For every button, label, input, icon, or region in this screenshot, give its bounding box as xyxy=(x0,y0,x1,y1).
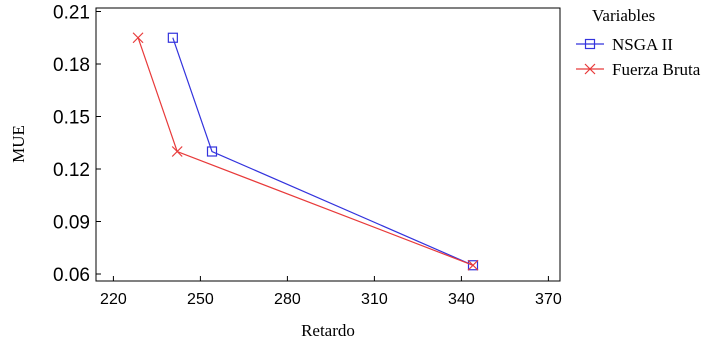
x-tick-label: 370 xyxy=(535,291,562,308)
y-tick-label: 0.06 xyxy=(53,265,90,286)
legend-item: NSGA II xyxy=(576,35,673,54)
data-point xyxy=(167,32,178,43)
y-tick-label: 0.18 xyxy=(53,55,90,76)
data-point xyxy=(132,32,144,44)
y-axis: 0.06 0.09 0.12 0.15 0.18 0.21 xyxy=(53,3,101,286)
y-axis-label: MUE xyxy=(9,125,28,163)
series-1 xyxy=(132,32,479,271)
data-point xyxy=(171,146,183,157)
legend-item: Fuerza Bruta xyxy=(576,60,701,79)
y-tick-label: 0.15 xyxy=(53,108,90,129)
x-tick-label: 310 xyxy=(361,291,388,308)
series-line xyxy=(137,37,474,266)
legend-marker xyxy=(584,38,596,50)
x-tick-label: 220 xyxy=(100,291,127,308)
y-tick-label: 0.21 xyxy=(53,3,90,24)
plot-frame xyxy=(95,7,561,282)
x-tick-label: 250 xyxy=(187,291,214,308)
legend-label: NSGA II xyxy=(612,35,673,54)
series-line xyxy=(172,37,474,266)
legend-items: NSGA II Fuerza Bruta xyxy=(576,35,701,79)
x-axis-label: Retardo xyxy=(301,321,355,340)
x-tick-label: 280 xyxy=(274,291,301,308)
data-point xyxy=(467,260,479,271)
series-layer xyxy=(132,32,479,271)
legend-title: Variables xyxy=(592,6,655,25)
y-tick-label: 0.09 xyxy=(53,213,90,234)
data-point xyxy=(467,259,479,271)
y-tick-label: 0.12 xyxy=(53,160,90,181)
x-axis: 220 250 280 310 340 370 xyxy=(100,276,562,308)
x-tick-label: 340 xyxy=(448,291,475,308)
data-point xyxy=(206,146,218,157)
legend-label: Fuerza Bruta xyxy=(612,60,701,79)
series-0 xyxy=(167,32,479,271)
legend: Variables NSGA II Fuerza Bruta xyxy=(576,6,701,79)
legend-marker xyxy=(584,63,596,75)
